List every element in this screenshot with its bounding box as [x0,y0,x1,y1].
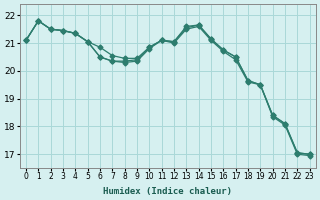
X-axis label: Humidex (Indice chaleur): Humidex (Indice chaleur) [103,187,232,196]
